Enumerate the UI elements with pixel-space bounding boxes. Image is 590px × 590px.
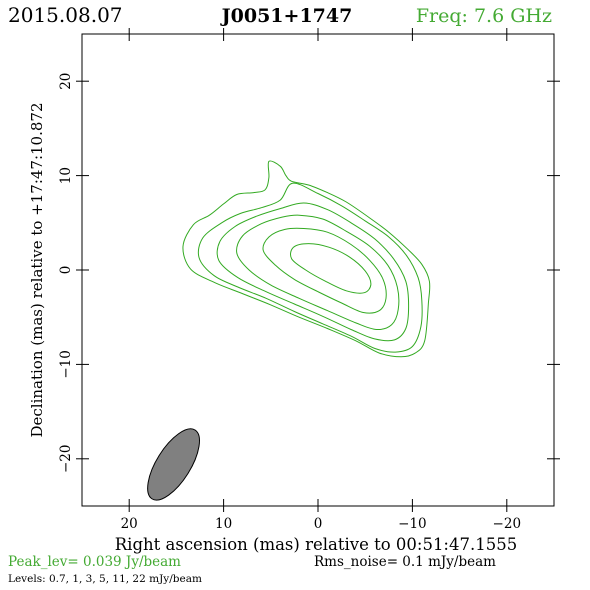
beam-ellipse (147, 428, 200, 501)
x-tick-label: 10 (215, 516, 232, 532)
contour-level-6 (290, 243, 372, 294)
contour-level-5 (262, 227, 387, 314)
frequency-label: Freq: 7.6 GHz (416, 5, 552, 27)
x-tick-label: 0 (314, 516, 323, 532)
y-axis-label: Declination (mas) relative to +17:47:10.… (28, 102, 46, 437)
contour-level-2 (197, 182, 423, 353)
axis-ticks (76, 28, 560, 512)
x-tick-label: −20 (493, 516, 522, 532)
contour-levels: Levels: 0.7, 1, 3, 5, 11, 22 mJy/beam (8, 573, 202, 585)
date-label: 2015.08.07 (8, 3, 123, 27)
y-tick-label: −20 (58, 445, 74, 474)
x-tick-label: 20 (121, 516, 138, 532)
x-tick-label: −10 (398, 516, 427, 532)
contour-level-1 (182, 160, 431, 358)
rms-noise: Rms_noise= 0.1 mJy/beam (314, 554, 496, 570)
contour-level-3 (216, 202, 410, 342)
x-axis-label: Right ascension (mas) relative to 00:51:… (115, 535, 517, 554)
source-name: J0051+1747 (220, 5, 353, 27)
y-tick-label: 0 (58, 266, 74, 275)
contour-level-4 (236, 214, 400, 331)
y-tick-label: 10 (58, 167, 74, 184)
beam-group (147, 428, 200, 501)
y-tick-label: 20 (58, 73, 74, 90)
contour-lines (182, 160, 431, 358)
y-tick-label: −10 (58, 350, 74, 379)
y-tick-labels: 20 10 0 −10 −20 (58, 73, 74, 473)
plot-frame (81, 33, 555, 507)
x-tick-labels: 20 10 0 −10 −20 (121, 516, 521, 532)
peak-level: Peak_lev= 0.039 Jy/beam (8, 554, 181, 570)
